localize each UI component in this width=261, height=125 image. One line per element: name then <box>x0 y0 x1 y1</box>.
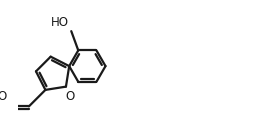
Text: O: O <box>0 90 7 103</box>
Text: HO: HO <box>50 16 68 29</box>
Text: O: O <box>65 90 74 103</box>
